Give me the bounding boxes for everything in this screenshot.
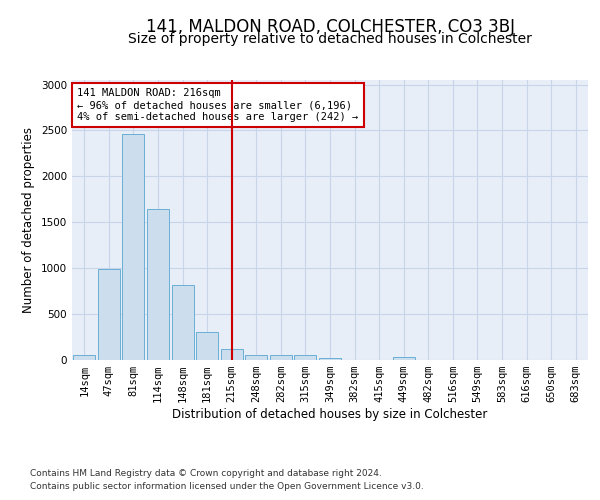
Y-axis label: Number of detached properties: Number of detached properties <box>22 127 35 313</box>
Bar <box>270 355 292 360</box>
Text: Contains HM Land Registry data © Crown copyright and database right 2024.: Contains HM Land Registry data © Crown c… <box>30 468 382 477</box>
Bar <box>98 269 120 360</box>
Bar <box>221 350 243 360</box>
Bar <box>245 355 268 360</box>
Text: 141, MALDON ROAD, COLCHESTER, CO3 3BJ: 141, MALDON ROAD, COLCHESTER, CO3 3BJ <box>146 18 515 36</box>
X-axis label: Distribution of detached houses by size in Colchester: Distribution of detached houses by size … <box>172 408 488 421</box>
Bar <box>319 358 341 360</box>
Bar <box>147 208 169 360</box>
Text: Size of property relative to detached houses in Colchester: Size of property relative to detached ho… <box>128 32 532 46</box>
Bar <box>392 357 415 360</box>
Bar <box>122 134 145 360</box>
Text: 141 MALDON ROAD: 216sqm
← 96% of detached houses are smaller (6,196)
4% of semi-: 141 MALDON ROAD: 216sqm ← 96% of detache… <box>77 88 358 122</box>
Text: Contains public sector information licensed under the Open Government Licence v3: Contains public sector information licen… <box>30 482 424 491</box>
Bar <box>172 284 194 360</box>
Bar <box>196 332 218 360</box>
Bar <box>73 356 95 360</box>
Bar <box>295 356 316 360</box>
